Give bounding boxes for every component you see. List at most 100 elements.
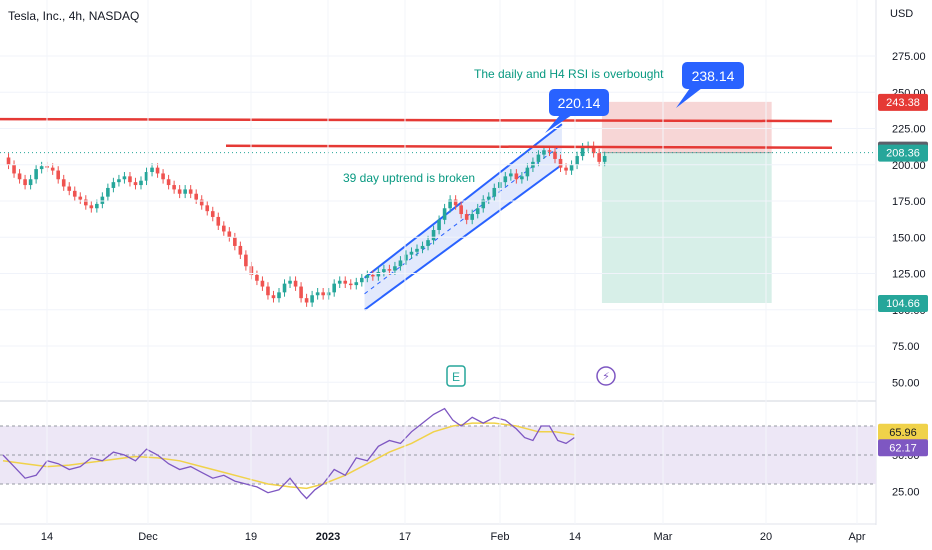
candle-body	[100, 196, 105, 204]
candle-body	[404, 254, 408, 261]
callout-text-238: 238.14	[692, 68, 735, 84]
candle-body	[122, 176, 127, 180]
candlestick-series	[6, 141, 607, 307]
callout-box-238	[682, 62, 744, 89]
candle-body	[227, 231, 232, 238]
time-tick-label: Dec	[138, 531, 158, 543]
candle-body	[89, 205, 94, 209]
callout-pointer-238	[676, 88, 702, 108]
rsi-value-text: 62.17	[889, 442, 917, 454]
stop-loss-zone	[601, 101, 772, 153]
annotations: The daily and H4 RSI is overbought 39 day…	[343, 62, 744, 387]
candle-body	[133, 182, 138, 186]
candle-body	[337, 280, 342, 284]
candle-body	[553, 151, 557, 159]
take-profit-zone	[601, 152, 772, 303]
candle-body	[84, 199, 88, 206]
price-tick-label: 175.00	[892, 196, 926, 208]
candle-body	[398, 260, 403, 267]
callout-box-220	[549, 89, 609, 116]
candle-body	[106, 187, 110, 197]
candle-body	[371, 274, 375, 277]
candle-body	[117, 179, 121, 183]
rsi-tick-label: 25.00	[892, 486, 920, 498]
channel-midline	[364, 144, 563, 295]
candle-body	[172, 185, 176, 190]
candle-body	[315, 292, 320, 296]
candle-body	[431, 230, 436, 241]
candle-body	[597, 153, 601, 162]
candle-body	[111, 182, 116, 188]
candle-body	[558, 158, 563, 168]
earnings-marker	[446, 365, 466, 387]
candle-body	[365, 274, 370, 278]
candle-body	[569, 164, 574, 171]
candle-body	[183, 189, 187, 194]
resistance-line-lower	[225, 144, 833, 150]
split-marker	[596, 366, 616, 386]
candle-body	[475, 208, 480, 215]
candle-body	[282, 283, 287, 293]
candle-body	[332, 283, 336, 293]
candle-body	[580, 147, 585, 157]
price-label-box	[878, 294, 928, 312]
candle-body	[415, 248, 419, 252]
time-tick-label: 17	[399, 531, 411, 543]
channel-fill	[364, 124, 562, 310]
candle-body	[310, 295, 314, 303]
time-tick-label: 19	[245, 531, 257, 543]
candle-body	[216, 216, 221, 226]
price-tick-label: 275.00	[892, 51, 926, 63]
price-tick-label: 125.00	[892, 269, 926, 281]
resistance-line-upper	[0, 117, 833, 123]
candle-body	[128, 176, 132, 183]
rsi-value-box	[878, 439, 928, 457]
resistance-lines	[0, 117, 876, 154]
candle-body	[277, 292, 281, 299]
candle-body	[409, 251, 414, 255]
candle-body	[525, 167, 530, 177]
candle-body	[205, 205, 210, 212]
candle-body	[343, 280, 348, 284]
candle-body	[470, 214, 474, 220]
candle-body	[72, 190, 77, 197]
price-tick-label: 200.00	[892, 160, 926, 172]
candle-body	[591, 145, 596, 154]
candle-body	[509, 173, 513, 177]
candle-body	[95, 203, 99, 209]
time-tick-label: 2023	[316, 531, 340, 543]
time-tick-label: 14	[41, 531, 53, 543]
candle-body	[564, 167, 568, 171]
candle-body	[78, 196, 83, 200]
candle-body	[420, 245, 425, 249]
time-tick-label: 14	[569, 531, 581, 543]
annotation-uptrend-broken: 39 day uptrend is broken	[343, 171, 475, 185]
candle-body	[360, 277, 364, 283]
candle-body	[481, 199, 486, 209]
callout-text-220: 220.14	[558, 95, 601, 111]
price-axis: 275.00250.00225.00200.00175.00150.00125.…	[0, 51, 926, 498]
candle-body	[12, 164, 16, 174]
price-tick-label: 50.00	[892, 377, 920, 389]
candle-body	[393, 266, 397, 271]
time-tick-label: Apr	[848, 531, 865, 543]
candle-body	[139, 180, 143, 186]
candle-body	[188, 189, 193, 194]
time-tick-label: 20	[760, 531, 772, 543]
candle-body	[437, 219, 441, 230]
candle-body	[34, 169, 38, 180]
rsi-value-box	[878, 423, 928, 441]
time-axis: 14 Dec 19 2023 17 Feb 14 Mar 20 Apr	[41, 0, 866, 543]
price-tick-label: 225.00	[892, 124, 926, 136]
candle-body	[17, 173, 22, 180]
candle-body	[321, 292, 325, 296]
candle-body	[426, 240, 430, 246]
candle-body	[387, 269, 392, 271]
price-label-text: 104.66	[886, 298, 920, 310]
rsi-panel	[0, 407, 876, 500]
candle-body	[199, 199, 204, 206]
candle-body	[177, 189, 182, 194]
candle-body	[28, 179, 33, 186]
candle-body	[166, 179, 171, 186]
